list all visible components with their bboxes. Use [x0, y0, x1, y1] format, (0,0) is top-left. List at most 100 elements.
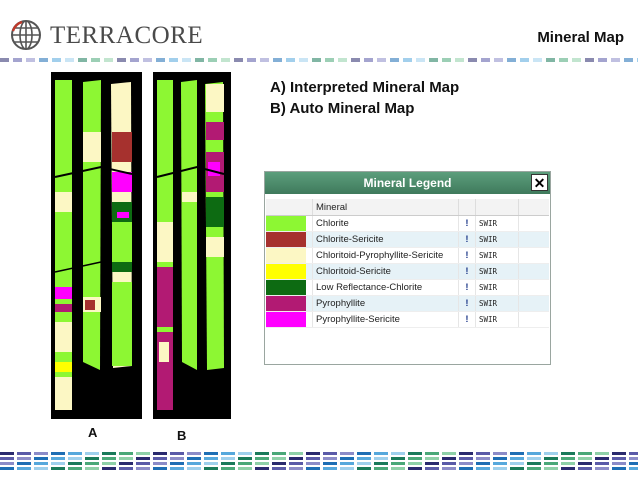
- stripe-segment: [289, 462, 303, 465]
- color-swatch: [266, 231, 313, 248]
- stripe-segment: [357, 457, 371, 460]
- stripe-segment: [51, 462, 65, 465]
- stripe-segment: [170, 467, 184, 470]
- stripe-segment: [624, 58, 633, 62]
- stripe-segment: [68, 452, 82, 455]
- stripe-segment: [187, 462, 201, 465]
- mineral-name: Pyrophyllite: [312, 295, 459, 312]
- stripe-segment: [629, 467, 638, 470]
- stripe-segment: [612, 462, 626, 465]
- stripe-segment: [323, 452, 337, 455]
- stripe-segment: [85, 457, 99, 460]
- empty-cell: [518, 247, 549, 264]
- globe-icon: [11, 20, 41, 50]
- stripe-segment: [153, 457, 167, 460]
- stripe-segment: [221, 462, 235, 465]
- stripe-segment: [578, 462, 592, 465]
- info-icon[interactable]: !: [458, 247, 476, 264]
- spectral-type: SWIR: [475, 215, 519, 232]
- stripe-segment: [403, 58, 412, 62]
- map-description: A) Interpreted Mineral Map B) Auto Miner…: [270, 77, 459, 119]
- stripe-segment: [561, 462, 575, 465]
- stripe-segment: [493, 462, 507, 465]
- stripe-segment: [52, 58, 61, 62]
- stripe-segment: [629, 457, 638, 460]
- stripe-segment: [234, 58, 243, 62]
- stripe-segment: [136, 462, 150, 465]
- stripe-segment: [510, 462, 524, 465]
- stripe-segment: [136, 452, 150, 455]
- stripe-segment: [221, 58, 230, 62]
- stripe-segment: [85, 467, 99, 470]
- stripe-segment: [306, 462, 320, 465]
- stripe-segment: [585, 58, 594, 62]
- info-icon[interactable]: !: [458, 263, 476, 280]
- info-icon[interactable]: !: [458, 231, 476, 248]
- mineral-name: Low Reflectance-Chlorite: [312, 279, 459, 296]
- legend-row[interactable]: Low Reflectance-Chlorite! SWIR: [266, 279, 549, 296]
- stripe-segment: [493, 467, 507, 470]
- stripe-segment: [416, 58, 425, 62]
- stripe-segment: [510, 457, 524, 460]
- stripe-segment: [544, 467, 558, 470]
- mineral-name: Chloritoid-Pyrophyllite-Sericite: [312, 247, 459, 264]
- stripe-segment: [340, 452, 354, 455]
- stripe-segment: [102, 452, 116, 455]
- mineral-column-header[interactable]: Mineral: [312, 199, 459, 216]
- stripe-segment: [0, 467, 14, 470]
- stripe-segment: [238, 462, 252, 465]
- stripe-segment: [34, 452, 48, 455]
- stripe-segment: [312, 58, 321, 62]
- stripe-segment: [0, 58, 9, 62]
- stripe-segment: [507, 58, 516, 62]
- stripe-segment: [340, 467, 354, 470]
- stripe-segment: [102, 457, 116, 460]
- legend-row[interactable]: Chloritoid-Sericite! SWIR: [266, 263, 549, 280]
- stripe-segment: [510, 467, 524, 470]
- stripe-segment: [272, 462, 286, 465]
- empty-cell: [518, 311, 549, 328]
- legend-row[interactable]: Chlorite-Sericite! SWIR: [266, 231, 549, 248]
- info-icon[interactable]: !: [458, 311, 476, 328]
- core-image-auto: [153, 72, 231, 419]
- info-icon[interactable]: !: [458, 215, 476, 232]
- spectral-type: SWIR: [475, 231, 519, 248]
- legend-row[interactable]: Pyrophyllite-Sericite! SWIR: [266, 311, 549, 328]
- stripe-segment: [65, 58, 74, 62]
- stripe-segment: [481, 58, 490, 62]
- stripe-segment: [255, 462, 269, 465]
- stripe-segment: [306, 467, 320, 470]
- spectral-type: SWIR: [475, 247, 519, 264]
- stripe-segment: [595, 467, 609, 470]
- legend-row[interactable]: Pyrophyllite! SWIR: [266, 295, 549, 312]
- stripe-segment: [208, 58, 217, 62]
- stripe-segment: [527, 452, 541, 455]
- info-icon[interactable]: !: [458, 279, 476, 296]
- stripe-segment: [476, 467, 490, 470]
- stripe-segment: [130, 58, 139, 62]
- stripe-segment: [34, 457, 48, 460]
- close-icon[interactable]: ✕: [531, 174, 548, 191]
- mineral-name: Pyrophyllite-Sericite: [312, 311, 459, 328]
- stripe-segment: [559, 58, 568, 62]
- legend-row[interactable]: Chloritoid-Pyrophyllite-Sericite! SWIR: [266, 247, 549, 264]
- stripe-segment: [306, 457, 320, 460]
- page-title: Mineral Map: [537, 29, 624, 46]
- core-image-interpreted: [51, 72, 142, 419]
- stripe-segment: [51, 452, 65, 455]
- stripe-segment: [425, 452, 439, 455]
- stripe-segment: [598, 58, 607, 62]
- legend-row[interactable]: Chlorite! SWIR: [266, 215, 549, 232]
- info-icon[interactable]: !: [458, 295, 476, 312]
- stripe-segment: [544, 462, 558, 465]
- color-swatch: [266, 215, 313, 232]
- stripe-segment: [391, 452, 405, 455]
- stripe-segment: [533, 58, 542, 62]
- stripe-segment: [510, 452, 524, 455]
- stripe-segment: [51, 467, 65, 470]
- stripe-segment: [187, 452, 201, 455]
- stripe-segment: [377, 58, 386, 62]
- stripe-segment: [527, 462, 541, 465]
- stripe-segment: [578, 452, 592, 455]
- stripe-segment: [390, 58, 399, 62]
